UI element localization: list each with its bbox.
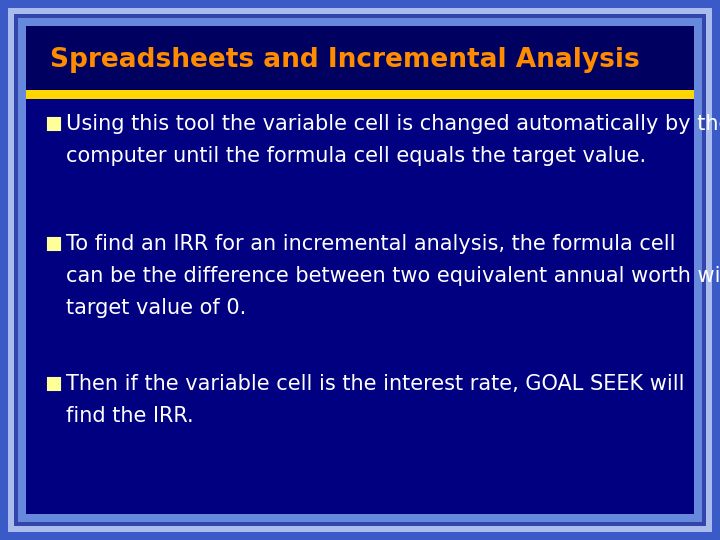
Bar	[26, 90, 694, 99]
Bar	[48, 118, 60, 130]
Bar	[26, 26, 694, 94]
Text: can be the difference between two equivalent annual worth with a: can be the difference between two equiva…	[66, 266, 720, 286]
Text: Spreadsheets and Incremental Analysis: Spreadsheets and Incremental Analysis	[50, 47, 640, 73]
Text: find the IRR.: find the IRR.	[66, 406, 194, 426]
Text: Then if the variable cell is the interest rate, GOAL SEEK will: Then if the variable cell is the interes…	[66, 374, 685, 394]
Text: To find an IRR for an incremental analysis, the formula cell: To find an IRR for an incremental analys…	[66, 234, 675, 254]
Text: computer until the formula cell equals the target value.: computer until the formula cell equals t…	[66, 146, 646, 166]
Bar	[48, 238, 60, 250]
Text: target value of 0.: target value of 0.	[66, 298, 246, 318]
Text: Using this tool the variable cell is changed automatically by the: Using this tool the variable cell is cha…	[66, 114, 720, 134]
Bar	[48, 378, 60, 390]
